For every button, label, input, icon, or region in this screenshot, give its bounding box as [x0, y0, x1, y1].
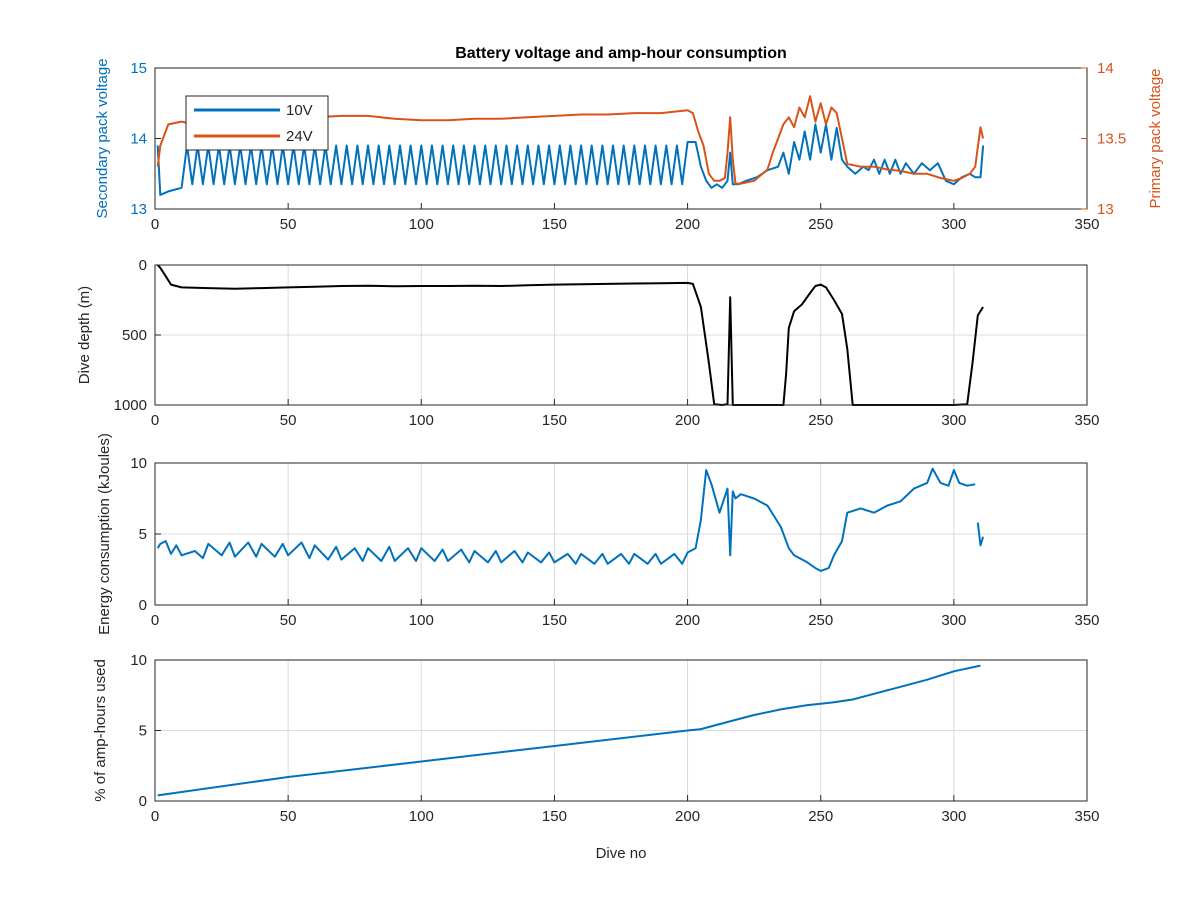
- x-tick-label: 150: [542, 808, 567, 825]
- legend: [185, 95, 329, 151]
- x-tick-label: 350: [1074, 216, 1099, 233]
- x-tick-label: 150: [542, 216, 567, 233]
- x-tick-label: 200: [675, 612, 700, 629]
- series-line-1-1: [156, 123, 985, 196]
- x-tick-label: 300: [941, 808, 966, 825]
- y-axis-label: Dive depth (m): [76, 286, 93, 384]
- y-axis-label: Energy consumption (kJoules): [96, 433, 113, 635]
- x-tick-label: 150: [542, 612, 567, 629]
- x-tick-label: 200: [675, 412, 700, 429]
- y-right-tick-label: 13: [1097, 201, 1114, 218]
- y-tick-label: 15: [130, 60, 147, 77]
- x-tick-label: 250: [808, 216, 833, 233]
- subplot-1: [154, 67, 1088, 210]
- y-tick-label: 0: [139, 257, 147, 274]
- series-line-1-2: [156, 95, 985, 185]
- legend-label: 24V: [286, 128, 313, 145]
- x-tick-label: 0: [151, 216, 159, 233]
- series-line-3-1: [156, 467, 976, 572]
- y-right-tick-label: 13.5: [1097, 131, 1126, 148]
- subplot-4: [154, 659, 1088, 802]
- legend-box: [185, 95, 329, 151]
- series-line-4-1: [157, 664, 981, 797]
- y-tick-label: 500: [122, 327, 147, 344]
- y-axis-label: % of amp-hours used: [92, 659, 109, 802]
- y-tick-label: 5: [139, 723, 147, 740]
- x-tick-label: 100: [409, 612, 434, 629]
- x-tick-label: 300: [941, 612, 966, 629]
- subplot-3: [154, 462, 1088, 606]
- y-tick-label: 14: [130, 131, 147, 148]
- y-right-tick-label: 14: [1097, 60, 1114, 77]
- chart-title: Battery voltage and amp-hour consumption: [455, 45, 787, 62]
- x-tick-label: 250: [808, 808, 833, 825]
- subplot-2: [154, 264, 1088, 406]
- x-tick-label: 50: [280, 808, 297, 825]
- x-tick-label: 100: [409, 216, 434, 233]
- x-tick-label: 300: [941, 412, 966, 429]
- y-tick-label: 0: [139, 597, 147, 614]
- x-tick-label: 0: [151, 412, 159, 429]
- x-tick-label: 100: [409, 808, 434, 825]
- x-tick-label: 50: [280, 612, 297, 629]
- x-tick-label: 200: [675, 808, 700, 825]
- x-tick-label: 250: [808, 412, 833, 429]
- x-tick-label: 350: [1074, 808, 1099, 825]
- y-tick-label: 5: [139, 526, 147, 543]
- x-tick-label: 300: [941, 216, 966, 233]
- x-tick-label: 150: [542, 412, 567, 429]
- x-tick-label: 50: [280, 412, 297, 429]
- legend-label: 10V: [286, 102, 313, 119]
- y-tick-label: 0: [139, 793, 147, 810]
- x-tick-label: 50: [280, 216, 297, 233]
- x-tick-label: 0: [151, 808, 159, 825]
- y-tick-label: 10: [130, 652, 147, 669]
- x-tick-label: 350: [1074, 612, 1099, 629]
- series-line-3-2: [976, 522, 985, 547]
- y-tick-label: 13: [130, 201, 147, 218]
- y-tick-label: 10: [130, 455, 147, 472]
- x-tick-label: 350: [1074, 412, 1099, 429]
- x-axis-label: Dive no: [596, 845, 647, 862]
- y-right-axis-label: Primary pack voltage: [1147, 68, 1164, 208]
- x-tick-label: 100: [409, 412, 434, 429]
- x-tick-label: 0: [151, 612, 159, 629]
- y-tick-label: 1000: [114, 397, 147, 414]
- x-tick-label: 250: [808, 612, 833, 629]
- y-axis-label: Secondary pack voltage: [94, 58, 111, 218]
- x-tick-label: 200: [675, 216, 700, 233]
